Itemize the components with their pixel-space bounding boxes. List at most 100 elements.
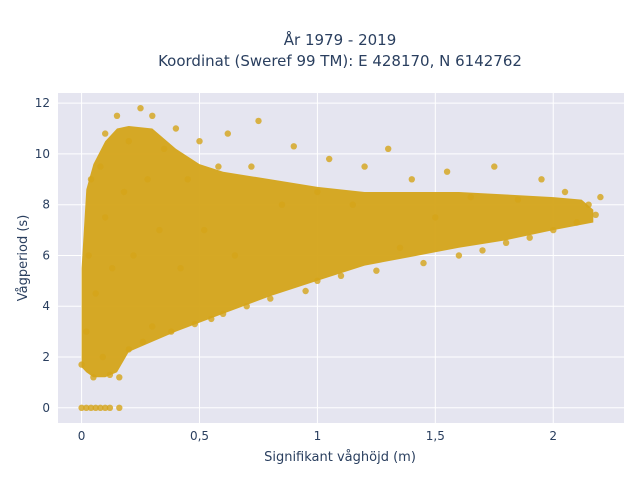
- chart-title-line2: Koordinat (Sweref 99 TM): E 428170, N 61…: [158, 52, 522, 70]
- data-point: [373, 267, 380, 274]
- data-point: [191, 320, 198, 328]
- data-point: [349, 201, 356, 208]
- chart-title-line1: År 1979 - 2019: [284, 30, 397, 49]
- x-tick-labels: 0 0,5 1 1,5 2: [78, 429, 557, 443]
- data-point: [144, 176, 151, 183]
- data-point: [149, 323, 156, 330]
- data-point: [597, 193, 604, 201]
- data-point: [314, 277, 321, 284]
- y-tick-label: 4: [42, 299, 50, 313]
- data-point: [267, 295, 274, 302]
- data-point: [585, 201, 592, 208]
- data-point: [160, 145, 168, 152]
- y-tick-label: 10: [35, 147, 50, 161]
- data-point: [396, 244, 404, 251]
- dense-point-cloud: [81, 126, 594, 378]
- data-point: [208, 315, 215, 323]
- data-point: [106, 404, 114, 411]
- data-point: [113, 112, 121, 120]
- x-tick-label: 1: [314, 429, 322, 443]
- data-point: [573, 219, 580, 226]
- data-point: [92, 404, 99, 411]
- data-point: [231, 252, 239, 259]
- data-point: [99, 353, 107, 361]
- data-point: [467, 193, 474, 201]
- y-tick-label: 12: [35, 96, 50, 110]
- y-tick-labels: 0 2 4 6 8 10 12: [35, 96, 50, 415]
- data-point: [92, 290, 99, 297]
- data-point: [78, 404, 85, 411]
- data-point: [408, 176, 415, 183]
- data-point: [87, 404, 95, 411]
- data-point: [102, 130, 109, 137]
- data-point: [125, 138, 132, 145]
- data-point: [125, 346, 132, 353]
- data-point: [201, 226, 208, 234]
- data-point: [290, 143, 297, 150]
- data-point: [116, 374, 123, 381]
- data-point: [514, 196, 522, 203]
- x-axis-label: Signifikant våghöjd (m): [264, 450, 416, 465]
- data-point: [87, 176, 95, 183]
- data-point: [491, 163, 498, 170]
- data-point: [361, 163, 368, 170]
- data-point: [326, 155, 333, 163]
- x-tick-label: 1,5: [426, 429, 445, 443]
- data-point: [168, 328, 175, 335]
- data-point: [156, 226, 163, 234]
- data-point: [561, 188, 569, 196]
- data-points: [78, 105, 604, 411]
- data-cloud: [81, 126, 594, 378]
- x-tick-label: 0: [78, 429, 86, 443]
- data-point: [314, 188, 321, 196]
- y-tick-label: 6: [42, 248, 50, 262]
- data-point: [149, 112, 156, 120]
- data-point: [137, 105, 144, 112]
- data-point: [97, 404, 104, 411]
- data-point: [550, 226, 557, 234]
- data-point: [538, 176, 545, 183]
- y-tick-label: 2: [42, 350, 50, 364]
- data-point: [420, 259, 427, 267]
- data-point: [278, 201, 286, 208]
- y-tick-label: 0: [42, 401, 50, 415]
- data-point: [248, 163, 255, 170]
- data-point: [184, 176, 191, 183]
- data-point: [172, 125, 180, 132]
- data-point: [116, 404, 123, 411]
- data-point: [455, 252, 463, 259]
- data-point: [120, 188, 128, 196]
- data-point: [102, 214, 109, 221]
- data-point: [255, 117, 262, 125]
- data-point: [302, 287, 309, 295]
- data-point: [432, 214, 439, 221]
- data-point: [224, 130, 231, 137]
- data-point: [139, 338, 147, 345]
- data-point: [385, 145, 392, 152]
- y-tick-label: 8: [42, 198, 50, 212]
- data-point: [109, 265, 116, 272]
- data-point: [83, 328, 90, 335]
- x-tick-label: 0,5: [190, 429, 209, 443]
- data-point: [78, 361, 85, 368]
- data-point: [106, 371, 114, 378]
- data-point: [526, 234, 533, 241]
- data-point: [479, 247, 486, 254]
- data-point: [443, 168, 451, 175]
- data-point: [243, 303, 250, 310]
- data-point: [130, 252, 137, 259]
- data-point: [215, 163, 222, 170]
- data-point: [90, 374, 97, 381]
- data-point: [102, 404, 109, 411]
- data-point: [337, 272, 345, 279]
- data-point: [196, 138, 203, 145]
- data-point: [85, 252, 92, 259]
- data-point: [97, 163, 104, 170]
- y-axis-label: Vågperiod (s): [16, 215, 31, 302]
- data-point: [177, 265, 184, 272]
- data-point: [219, 310, 227, 317]
- x-tick-label: 2: [549, 429, 557, 443]
- data-point: [592, 211, 599, 218]
- data-point: [502, 239, 510, 246]
